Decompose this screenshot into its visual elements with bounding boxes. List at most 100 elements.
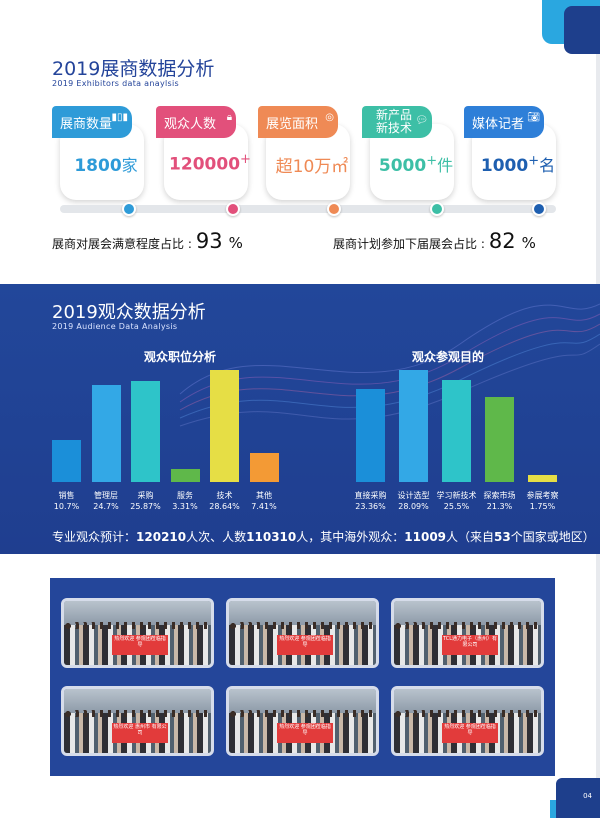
- stat-text: 人（来自: [446, 530, 495, 544]
- bar-value-label: 28.64%: [209, 502, 240, 511]
- photo: 热烈欢迎 惠州市 有限公司: [61, 686, 214, 756]
- exhibitor-section-title: 2019展商数据分析: [52, 58, 215, 80]
- bar: [52, 440, 81, 482]
- card-sup: +: [426, 153, 438, 169]
- photo-banner: 热烈欢迎 参观团莅临指导: [112, 635, 168, 655]
- bar-chart-icon: ▮▯▮: [111, 112, 129, 123]
- percent-sign: %: [228, 234, 243, 252]
- bar: [131, 380, 160, 482]
- stat-number: 110310: [246, 530, 297, 544]
- stat-card-new-products: 新产品 新技术 💬︎ 5000+件: [362, 106, 454, 200]
- card-value: 120000: [169, 154, 241, 175]
- bar: [249, 453, 279, 482]
- bar-value-label: 10.7%: [53, 502, 80, 511]
- photo: 热烈欢迎 参观团莅临指导: [391, 686, 544, 756]
- card-unit: 件: [437, 156, 454, 175]
- corner-tab-dark: [564, 6, 600, 54]
- next-show-ratio: 展商计划参加下届展会占比 : 82 %: [333, 229, 536, 253]
- stat-text: 专业观众预计：: [52, 530, 137, 544]
- bar-category-label: 学习新技术: [436, 491, 477, 500]
- stat-text: 人次、人数: [186, 530, 247, 544]
- lock-icon: 🔒︎: [226, 112, 233, 123]
- bar-value-label: 24.7%: [93, 502, 119, 511]
- photo-gallery: 热烈欢迎 参观团莅临指导 热烈欢迎 参观团莅临指导 TCL通力电子（惠州）有限公…: [50, 578, 555, 776]
- card-label: 媒体记者: [472, 116, 525, 132]
- bar-value-label: 25.5%: [443, 502, 470, 511]
- satisfaction-value: 93: [195, 229, 223, 253]
- stat-text: 个国家或地区）: [510, 530, 595, 544]
- bar: [91, 385, 121, 482]
- bar: [170, 469, 200, 482]
- stat-card-area: 展览面积 ◎ 超10万㎡: [258, 106, 350, 200]
- bar-category-label: 管理层: [94, 491, 118, 500]
- bar-category-label: 设计选型: [397, 491, 430, 500]
- audience-section: 2019观众数据分析 2019 Audience Data Analysis 观…: [0, 284, 600, 554]
- chat-icon: 💬︎: [415, 115, 429, 126]
- bar-value-label: 1.75%: [529, 502, 556, 511]
- photo-banner: 热烈欢迎 惠州市 有限公司: [112, 723, 168, 743]
- card-label-line2: 新技术: [376, 121, 413, 135]
- bar-category-label: 技术: [216, 491, 233, 500]
- bar-value-label: 23.36%: [355, 502, 386, 511]
- bar: [210, 370, 239, 482]
- timeline-dot: [226, 202, 240, 216]
- timeline-dot: [327, 202, 341, 216]
- photo: 热烈欢迎 参观团莅临指导: [226, 598, 379, 668]
- bar: [356, 388, 385, 482]
- stat-card-exhibitors: 展商数量 ▮▯▮ 1800家: [52, 106, 144, 200]
- page-tab: [556, 778, 600, 818]
- photo: 热烈欢迎 参观团莅临指导: [61, 598, 214, 668]
- bar: [442, 380, 471, 482]
- target-icon: ◎: [325, 112, 335, 123]
- timeline-dot: [122, 202, 136, 216]
- photo-banner: 热烈欢迎 参观团莅临指导: [277, 723, 333, 743]
- satisfaction-ratio: 展商对展会满意程度占比 : 93 %: [52, 229, 243, 253]
- chart-title-purpose: 观众参观目的: [412, 350, 485, 364]
- card-label: 观众人数: [164, 116, 217, 132]
- chart-title-position: 观众职位分析: [144, 350, 217, 364]
- bar-value-label: 7.41%: [251, 502, 277, 511]
- photo-banner: 热烈欢迎 参观团莅临指导: [277, 635, 333, 655]
- card-sup: +: [528, 153, 540, 169]
- next-show-value: 82: [488, 229, 516, 253]
- percent-sign: %: [521, 234, 536, 252]
- timeline-dot: [430, 202, 444, 216]
- stat-card-visitors: 观众人数 🔒︎ 120000+: [156, 106, 251, 200]
- stat-number: 11009: [404, 530, 447, 544]
- audience-stat-line: 专业观众预计：120210人次、人数110310人，其中海外观众：11009人（…: [52, 528, 595, 545]
- card-value: 1000: [480, 156, 529, 176]
- card-value: 超10万㎡: [275, 157, 349, 177]
- bar-value-label: 25.87%: [130, 502, 161, 511]
- card-label-line1: 新产品: [376, 108, 413, 122]
- card-label: 展览面积: [266, 116, 319, 132]
- bar-value-label: 28.09%: [398, 502, 429, 511]
- stat-number: 120210: [136, 530, 187, 544]
- photo-banner: TCL通力电子（惠州）有限公司: [442, 635, 498, 655]
- bar-category-label: 销售: [58, 491, 75, 500]
- bar-value-label: 21.3%: [486, 502, 513, 511]
- bar-category-label: 探索市场: [483, 491, 516, 500]
- card-unit: 家: [121, 156, 138, 175]
- audience-section-title: 2019观众数据分析: [52, 302, 206, 323]
- card-value: 1800: [74, 156, 122, 176]
- stat-text: 人，其中海外观众：: [296, 530, 405, 544]
- photo: 热烈欢迎 参观团莅临指导: [226, 686, 379, 756]
- bar-category-label: 其他: [256, 491, 272, 500]
- camera-icon: 📷︎: [527, 112, 541, 123]
- next-show-label: 展商计划参加下届展会占比 :: [333, 237, 485, 251]
- page-number: 04: [583, 792, 592, 800]
- card-label: 展商数量: [60, 116, 113, 132]
- photo: TCL通力电子（惠州）有限公司: [391, 598, 544, 668]
- satisfaction-label: 展商对展会满意程度占比 :: [52, 237, 192, 251]
- bar-category-label: 服务: [177, 491, 193, 500]
- bar: [399, 370, 428, 482]
- bar: [485, 397, 514, 482]
- stat-number: 53: [494, 530, 511, 544]
- bar-value-label: 3.31%: [172, 502, 198, 511]
- bar-category-label: 参展考察: [526, 491, 559, 500]
- card-unit: 名: [539, 156, 556, 175]
- stat-card-media: 媒体记者 📷︎ 1000+名: [464, 106, 556, 200]
- bar-category-label: 采购: [137, 491, 154, 500]
- photo-banner: 热烈欢迎 参观团莅临指导: [442, 723, 498, 743]
- exhibitor-section-subtitle: 2019 Exhibitors data anaylsis: [52, 79, 179, 88]
